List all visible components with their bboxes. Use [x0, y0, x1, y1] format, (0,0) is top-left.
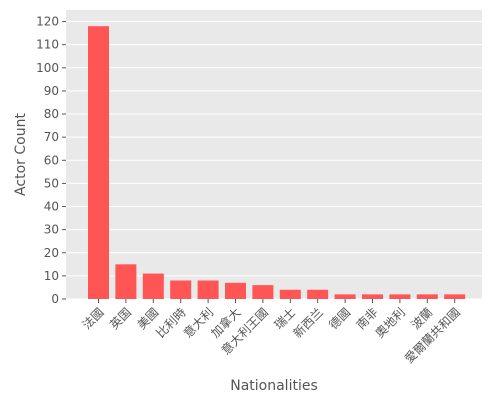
bar: [252, 285, 274, 299]
x-tick-label: 意大利: [180, 305, 216, 341]
y-axis-ticks: 0 10 20 30 40 50 60 70 80 90 100 110 120: [36, 15, 66, 306]
x-axis-title: Nationalities: [230, 378, 318, 394]
y-tick-label: 90: [44, 84, 59, 98]
gridlines: [66, 21, 482, 300]
bar: [115, 264, 137, 299]
plot-area: [66, 10, 482, 299]
y-axis-title: Actor Count: [13, 113, 29, 196]
bar: [362, 294, 383, 299]
bar: [444, 294, 466, 299]
bar: [307, 289, 329, 299]
y-tick-label: 10: [44, 269, 59, 283]
x-tick-label: 比利時: [153, 305, 188, 340]
bar: [170, 280, 192, 299]
x-tick-label: 奧地利: [373, 305, 408, 340]
bar: [279, 289, 301, 299]
x-tick-label: 法國: [80, 305, 107, 332]
y-tick-label: 0: [51, 292, 59, 306]
bar: [88, 26, 109, 300]
y-tick-label: 40: [44, 200, 59, 214]
y-tick-label: 60: [44, 153, 59, 167]
y-tick-label: 100: [36, 61, 59, 75]
x-tick-label: 英国: [107, 305, 134, 332]
y-tick-label: 120: [36, 15, 59, 29]
bar: [416, 294, 438, 299]
y-tick-label: 80: [44, 107, 59, 121]
y-tick-label: 30: [44, 223, 59, 237]
x-tick-label: 德國: [326, 305, 354, 333]
x-tick-label: 新西兰: [290, 305, 326, 341]
bar: [225, 282, 246, 299]
y-tick-label: 50: [44, 176, 59, 190]
bar: [334, 294, 356, 299]
y-tick-label: 110: [36, 38, 59, 52]
bar: [197, 280, 219, 299]
y-tick-label: 20: [44, 246, 59, 260]
y-tick-label: 70: [44, 130, 59, 144]
bar: [389, 294, 411, 299]
bars: [88, 26, 466, 300]
bar: [142, 273, 164, 299]
